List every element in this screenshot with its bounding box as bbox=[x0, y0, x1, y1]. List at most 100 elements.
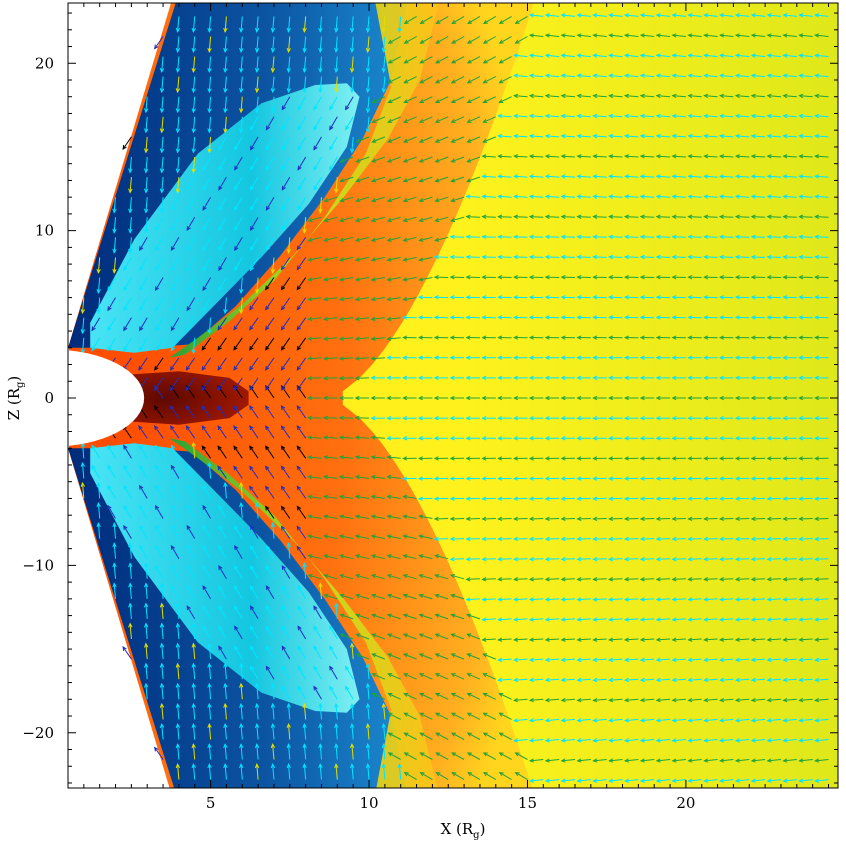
vector-arrow-head bbox=[354, 435, 360, 440]
vector-arrow bbox=[334, 177, 339, 194]
vector-arrow-head bbox=[154, 544, 160, 550]
vector-arrow-head bbox=[80, 461, 86, 467]
vector-arrow bbox=[138, 425, 148, 439]
vector-arrow bbox=[302, 217, 307, 234]
vector-arrow-shaft bbox=[767, 518, 782, 520]
vector-arrow-head bbox=[218, 544, 223, 550]
vector-arrow-head bbox=[297, 625, 302, 631]
vector-arrow-shaft bbox=[234, 216, 243, 231]
vector-arrow-shaft bbox=[319, 16, 322, 32]
vector-arrow-shaft bbox=[138, 357, 148, 371]
vector-arrow-head bbox=[323, 237, 329, 242]
vector-arrow bbox=[355, 196, 370, 203]
vector-arrow-shaft bbox=[482, 216, 496, 218]
vector-arrow-shaft bbox=[91, 337, 101, 351]
vector-arrow-shaft bbox=[249, 466, 259, 479]
vector-arrow-shaft bbox=[561, 216, 576, 218]
vector-arrow-head bbox=[265, 205, 271, 211]
vector-arrow-head bbox=[265, 425, 270, 431]
vector-arrow bbox=[202, 156, 212, 171]
vector-arrow-head bbox=[123, 286, 128, 292]
vector-arrow-shaft bbox=[383, 724, 386, 740]
vector-arrow-shaft bbox=[288, 703, 291, 720]
vector-arrow bbox=[239, 702, 244, 720]
vector-arrow-head bbox=[302, 68, 307, 74]
vector-arrow-head bbox=[202, 246, 207, 252]
vector-arrow-head bbox=[270, 88, 276, 94]
vector-arrow bbox=[270, 16, 276, 33]
vector-arrow-head bbox=[297, 605, 302, 611]
vector-arrow-head bbox=[139, 286, 144, 292]
vector-arrow bbox=[323, 593, 338, 600]
vector-arrow-head bbox=[223, 309, 228, 315]
vector-arrow bbox=[281, 645, 291, 660]
vector-arrow-shaft bbox=[355, 216, 370, 222]
vector-arrow-head bbox=[386, 534, 392, 539]
vector-arrow bbox=[365, 722, 371, 740]
vector-arrow-shaft bbox=[303, 724, 307, 740]
vector-arrow-shaft bbox=[265, 357, 275, 371]
vector-arrow-shaft bbox=[625, 538, 639, 540]
vector-arrow-shaft bbox=[296, 466, 307, 479]
vector-arrow bbox=[239, 96, 244, 114]
vector-arrow bbox=[112, 237, 117, 254]
vector-arrow-shaft bbox=[371, 495, 385, 499]
vector-arrow bbox=[144, 156, 149, 174]
vector-arrow-shaft bbox=[185, 425, 196, 439]
vector-arrow-head bbox=[96, 481, 101, 487]
vector-arrow bbox=[313, 136, 322, 151]
vector-arrow bbox=[386, 633, 401, 640]
vector-arrow-head bbox=[281, 685, 286, 691]
vector-arrow-head bbox=[386, 613, 392, 618]
vector-arrow-shaft bbox=[208, 116, 212, 133]
vector-arrow-head bbox=[144, 208, 149, 214]
vector-arrow bbox=[339, 156, 354, 163]
vector-arrow-shaft bbox=[308, 495, 322, 499]
vector-arrow-head bbox=[191, 622, 196, 628]
vector-arrow-shaft bbox=[91, 445, 101, 459]
vector-arrow-head bbox=[128, 168, 133, 174]
vector-arrow-head bbox=[265, 645, 271, 651]
vector-arrow-shaft bbox=[372, 633, 386, 640]
vector-arrow-head bbox=[234, 145, 239, 151]
vector-arrow-head bbox=[202, 625, 207, 631]
vector-arrow-head bbox=[349, 148, 355, 154]
vector-arrow bbox=[234, 565, 243, 580]
vector-arrow-shaft bbox=[296, 337, 307, 351]
vector-arrow-head bbox=[297, 665, 302, 671]
vector-arrow bbox=[386, 415, 401, 421]
vector-arrow bbox=[186, 544, 196, 559]
vector-arrow-shaft bbox=[303, 744, 307, 760]
vector-arrow bbox=[139, 504, 148, 519]
vector-arrow-head bbox=[218, 585, 223, 591]
vector-arrow-shaft bbox=[234, 545, 243, 559]
vector-arrow bbox=[371, 136, 386, 143]
vector-arrow-head bbox=[307, 257, 313, 262]
vector-arrow-shaft bbox=[335, 16, 338, 32]
vector-arrow-shaft bbox=[201, 337, 212, 351]
vector-arrow-head bbox=[296, 525, 302, 531]
vector-arrow-shaft bbox=[335, 703, 338, 720]
vector-arrow-shaft bbox=[593, 256, 607, 258]
vector-arrow-head bbox=[334, 27, 339, 33]
vector-arrow bbox=[249, 405, 259, 419]
vector-arrow-shaft bbox=[313, 646, 322, 660]
vector-arrow bbox=[218, 196, 227, 211]
vector-arrow bbox=[344, 116, 354, 131]
vector-arrow-shaft bbox=[482, 236, 496, 238]
vector-arrow-head bbox=[313, 125, 318, 131]
vector-arrow-shaft bbox=[296, 257, 307, 270]
vector-arrow-shaft bbox=[265, 237, 275, 251]
vector-arrow-head bbox=[254, 289, 260, 295]
vector-arrow-head bbox=[307, 376, 313, 381]
vector-arrow-head bbox=[313, 685, 318, 691]
vector-arrow-head bbox=[170, 246, 175, 252]
vector-arrow bbox=[354, 316, 370, 322]
vector-arrow bbox=[338, 296, 354, 302]
vector-arrow bbox=[307, 435, 322, 440]
vector-arrow-shaft bbox=[234, 237, 243, 251]
vector-arrow bbox=[323, 236, 338, 242]
vector-arrow-head bbox=[370, 435, 376, 440]
vector-arrow-shaft bbox=[313, 116, 322, 130]
vector-arrow-shaft bbox=[240, 76, 243, 93]
